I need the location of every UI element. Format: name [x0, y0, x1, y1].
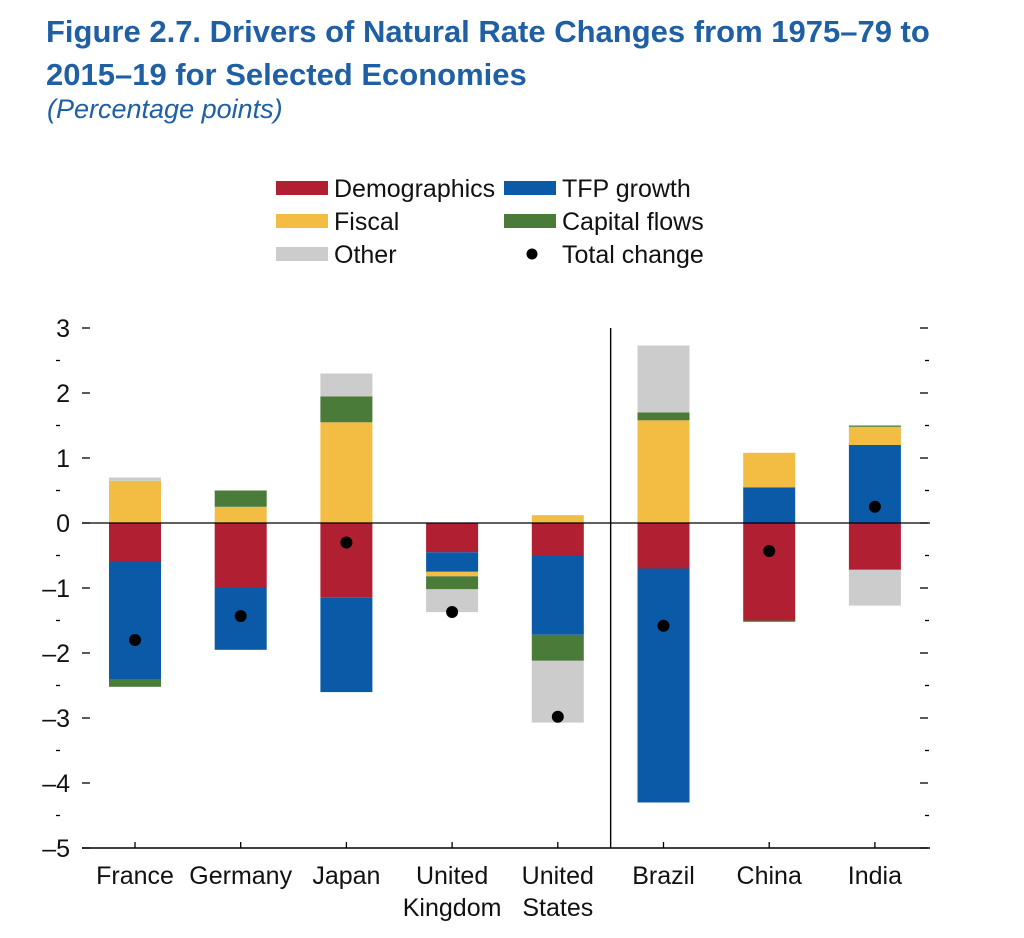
legend-item-other: Other	[276, 241, 397, 269]
x-tick-label-germany: Germany	[189, 862, 292, 890]
x-tick-label-united-kingdom-line2: Kingdom	[403, 894, 502, 922]
y-tick-label-0: 3	[56, 315, 70, 343]
bar-germany-fiscal	[214, 506, 267, 524]
bar-japan-demographics	[320, 523, 373, 598]
chart-title: Figure 2.7. Drivers of Natural Rate Chan…	[46, 14, 930, 92]
legend: Demographics Fiscal Other TFP growth Capital…	[276, 175, 704, 269]
legend-label-demographics: Demographics	[334, 175, 495, 203]
legend-label-capital-flows: Capital flows	[562, 208, 704, 236]
legend-item-tfp-growth: TFP growth	[504, 175, 691, 203]
legend-label-other: Other	[334, 241, 397, 269]
total-change-dot-france	[129, 634, 141, 646]
bar-brazil-other	[637, 345, 690, 413]
bar-japan-other	[320, 373, 373, 397]
legend-item-fiscal: Fiscal	[276, 208, 399, 236]
bar-china-capital-flows	[743, 620, 796, 622]
bar-united-states-fiscal	[531, 515, 584, 523]
y-tick-label-2: 1	[56, 445, 70, 473]
bar-france-other	[109, 477, 161, 481]
x-tick-label-united-states-line2: States	[522, 894, 593, 922]
bar-japan-fiscal	[320, 422, 373, 524]
y-tick-label-8: –5	[42, 835, 70, 863]
bar-united-kingdom-other	[426, 589, 479, 613]
bar-japan-capital-flows	[320, 396, 373, 423]
y-tick-label-1: 2	[56, 380, 70, 408]
bar-india-other	[848, 569, 901, 606]
bar-france-tfp-growth	[109, 562, 161, 679]
bar-germany-demographics	[214, 523, 267, 588]
total-change-dot-china	[763, 545, 776, 557]
y-tick-label-7: –4	[42, 770, 70, 798]
y-tick-label-3: 0	[56, 510, 70, 538]
bars-layer	[109, 345, 901, 803]
bar-brazil-demographics	[637, 523, 690, 569]
bar-united-kingdom-tfp-growth	[426, 552, 479, 572]
bar-united-states-tfp-growth	[531, 555, 584, 635]
legend-swatch-capital-flows	[504, 214, 556, 228]
legend-swatch-demographics	[276, 181, 328, 195]
total-change-dot-japan	[340, 536, 353, 549]
legend-swatch-fiscal	[276, 214, 328, 228]
chart-subtitle: (Percentage points)	[47, 94, 283, 124]
bar-india-demographics	[848, 523, 901, 570]
x-tick-label-united-states-line1: United	[522, 862, 594, 890]
x-tick-label-china: China	[737, 862, 802, 890]
legend-swatch-other	[276, 247, 328, 261]
axes-layer: 3 2 1 0 –1 –2 –3 –4 –5 France Germany Japan United Ki…	[42, 315, 930, 922]
bar-china-fiscal	[743, 452, 796, 488]
bar-china-demographics	[743, 523, 796, 621]
legend-item-total-change: Total change	[526, 241, 704, 269]
bar-france-demographics	[109, 523, 161, 562]
bar-france-fiscal	[109, 480, 161, 524]
x-tick-label-india: India	[848, 862, 902, 890]
x-tick-label-united-kingdom-line1: United	[416, 862, 488, 890]
bar-united-kingdom-demographics	[426, 523, 479, 553]
bar-germany-capital-flows	[214, 490, 267, 507]
bar-india-fiscal	[848, 426, 901, 445]
legend-swatch-total-change	[526, 248, 538, 260]
legend-label-tfp-growth: TFP growth	[562, 175, 691, 203]
total-change-dot-united-states	[551, 710, 564, 723]
total-change-dot-united-kingdom	[446, 606, 459, 618]
legend-item-demographics: Demographics	[276, 175, 495, 203]
dots-layer	[129, 500, 881, 723]
bar-france-capital-flows	[109, 679, 161, 687]
total-change-dot-germany	[234, 610, 247, 622]
bar-brazil-tfp-growth	[637, 568, 690, 803]
y-tick-label-5: –2	[42, 640, 70, 668]
legend-label-fiscal: Fiscal	[334, 208, 399, 236]
bar-china-tfp-growth	[743, 487, 796, 524]
bar-united-kingdom-fiscal	[426, 571, 479, 577]
bar-brazil-capital-flows	[637, 412, 690, 421]
total-change-dot-india	[868, 500, 881, 513]
legend-item-capital-flows: Capital flows	[504, 208, 704, 236]
x-tick-label-japan: Japan	[312, 862, 380, 890]
y-tick-label-4: –1	[42, 575, 70, 603]
y-tick-label-6: –3	[42, 705, 70, 733]
bar-united-states-demographics	[531, 523, 584, 556]
legend-label-total-change: Total change	[562, 241, 704, 269]
bar-india-capital-flows	[848, 425, 901, 427]
total-change-dot-brazil	[657, 619, 670, 632]
bar-japan-tfp-growth	[320, 597, 373, 693]
x-tick-label-brazil: Brazil	[632, 862, 695, 890]
bar-united-states-capital-flows	[531, 634, 584, 661]
x-tick-label-france: France	[96, 862, 174, 890]
legend-swatch-tfp-growth	[504, 181, 556, 195]
bar-brazil-fiscal	[637, 420, 690, 523]
bar-united-kingdom-capital-flows	[426, 576, 479, 590]
